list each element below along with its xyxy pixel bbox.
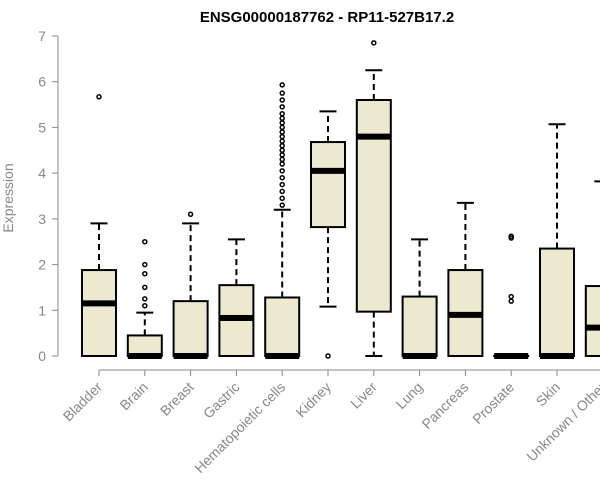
- box-gastric: [218, 238, 255, 357]
- outlier-point: [279, 147, 285, 154]
- x-tick-label: Pancreas: [418, 379, 471, 432]
- iqr-box: [310, 141, 346, 229]
- x-tick-label: Skin: [533, 379, 564, 410]
- outlier-point: [279, 138, 285, 144]
- outlier-point: [279, 152, 285, 158]
- outlier-point: [279, 90, 285, 96]
- outlier-point: [279, 195, 285, 202]
- box-unknown-other: [584, 180, 600, 357]
- box-lung: [401, 238, 438, 359]
- x-tick-label: Kidney: [293, 379, 335, 421]
- chart-title: ENSG00000187762 - RP11-527B17.2: [200, 9, 454, 26]
- y-tick-label: 7: [38, 28, 46, 44]
- outlier-point: [279, 104, 285, 110]
- outlier-point: [279, 120, 285, 126]
- outlier-point: [279, 156, 285, 163]
- outlier-point: [508, 233, 514, 239]
- x-tick-label: Brain: [116, 379, 150, 413]
- outlier-point: [279, 82, 285, 88]
- outlier-point: [142, 261, 148, 268]
- y-axis: 0 1 2 3 4 5 6 7: [38, 28, 59, 364]
- y-axis-label: Expression: [0, 163, 16, 232]
- outlier-point: [187, 211, 194, 218]
- box-breast: [172, 211, 209, 359]
- x-tick-label: Gastric: [200, 379, 243, 422]
- iqr-box: [584, 285, 600, 357]
- outlier-point: [142, 284, 148, 291]
- outlier-point: [279, 202, 285, 208]
- outlier-point: [142, 238, 148, 245]
- outlier-point: [279, 161, 285, 167]
- y-tick-label: 0: [38, 348, 46, 364]
- box-bladder: [81, 94, 117, 357]
- x-tick-label: Prostate: [469, 379, 517, 427]
- y-tick-label: 2: [38, 257, 46, 273]
- outlier-point: [508, 298, 514, 304]
- x-tick-label: Breast: [157, 379, 197, 419]
- outlier-point: [279, 168, 285, 174]
- y-tick-label: 6: [38, 74, 46, 90]
- box-prostate: [493, 233, 530, 359]
- outlier-point: [279, 115, 285, 122]
- outlier-point: [279, 188, 285, 195]
- outlier-point: [279, 133, 285, 140]
- outlier-point: [142, 270, 148, 277]
- box-pancreas: [447, 201, 484, 357]
- outlier-point: [142, 296, 148, 302]
- outlier-point: [279, 124, 285, 131]
- iqr-box: [264, 296, 301, 358]
- iqr-box: [401, 295, 438, 358]
- x-tick-label: Hematopoietic cells: [191, 379, 288, 476]
- y-tick-label: 4: [38, 165, 46, 181]
- outlier-point: [279, 142, 285, 149]
- x-tick-label: Bladder: [60, 379, 106, 425]
- outlier-point: [325, 353, 331, 359]
- box-liver: [355, 40, 392, 357]
- x-tick-label: Liver: [347, 379, 380, 412]
- boxes-layer: [81, 40, 600, 359]
- box-kidney: [310, 110, 346, 359]
- outlier-point: [508, 293, 514, 300]
- iqr-box: [172, 300, 209, 357]
- outlier-point: [279, 110, 285, 117]
- outlier-point: [96, 94, 102, 100]
- outlier-point: [279, 181, 285, 188]
- box-skin: [539, 123, 575, 359]
- outlier-point: [279, 129, 285, 135]
- x-tick-label: Lung: [392, 379, 425, 412]
- y-tick-label: 1: [38, 302, 46, 318]
- y-tick-label: 3: [38, 211, 46, 227]
- outlier-point: [279, 97, 285, 103]
- outlier-point: [371, 40, 377, 46]
- box-hematopoietic-cells: [264, 82, 301, 359]
- iqr-box: [355, 99, 392, 313]
- box-brain: [126, 238, 163, 359]
- iqr-box: [81, 269, 117, 357]
- y-tick-label: 5: [38, 119, 46, 135]
- iqr-box: [126, 334, 163, 357]
- outlier-point: [142, 302, 148, 309]
- iqr-box: [539, 247, 575, 357]
- outlier-point: [279, 174, 285, 181]
